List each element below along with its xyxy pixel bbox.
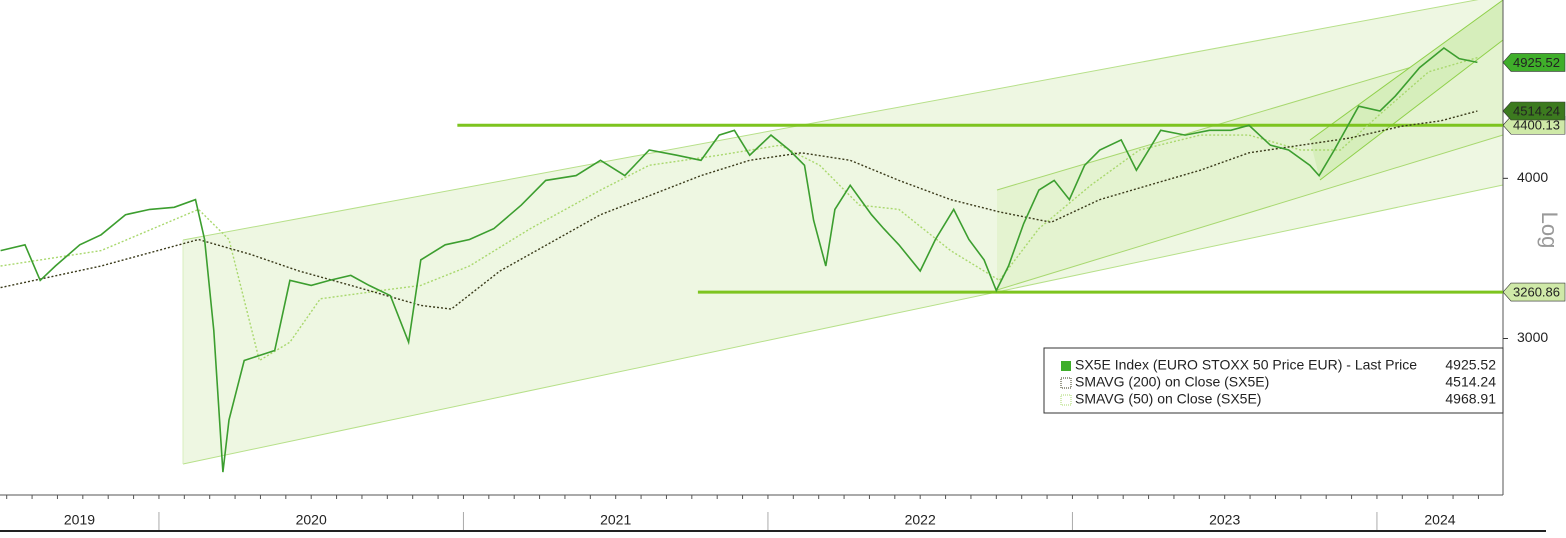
channel-line: [1319, 39, 1504, 181]
legend-label: SMAVG (50) on Close (SX5E): [1075, 391, 1261, 407]
legend-value: 4925.52: [1445, 357, 1496, 373]
price-tag: 4514.24: [1502, 101, 1566, 121]
y-axis-label: Log: [1537, 212, 1562, 249]
price-tag-box: [1502, 53, 1566, 72]
legend-box: [1043, 347, 1504, 414]
legend-swatch: [1060, 394, 1072, 406]
price-tag-label: 3260.86: [1513, 285, 1560, 300]
x-tick-label: 2020: [296, 512, 327, 528]
channel-line: [182, 0, 1479, 241]
price-tag-box: [1502, 101, 1566, 121]
x-tick-label: 2022: [905, 512, 936, 528]
legend-swatch: [1060, 377, 1072, 389]
x-tick-label: 2019: [64, 512, 95, 528]
trend-channels: [182, 0, 1504, 465]
channel-line: [996, 134, 1504, 291]
y-tick-label: 3000: [1517, 329, 1548, 345]
price-tag-label: 4925.52: [1513, 55, 1560, 70]
price-tag: 4925.52: [1502, 53, 1566, 72]
channel-line: [182, 184, 1504, 465]
x-tick-label: 2024: [1424, 512, 1455, 528]
legend: SX5E Index (EURO STOXX 50 Price EUR) - L…: [1043, 347, 1504, 414]
legend-value: 4968.91: [1445, 391, 1496, 407]
price-tag: 3260.86: [1502, 282, 1566, 302]
legend-swatch: [1061, 361, 1071, 371]
x-tick-label: 2023: [1209, 512, 1240, 528]
legend-label: SMAVG (200) on Close (SX5E): [1075, 374, 1269, 390]
legend-label: SX5E Index (EURO STOXX 50 Price EUR) - L…: [1075, 357, 1417, 373]
series-line: [0, 56, 1478, 362]
price-tag: 4400.13: [1502, 115, 1566, 135]
legend-value: 4514.24: [1445, 374, 1496, 390]
y-tick-label: 4000: [1517, 169, 1548, 185]
x-tick-label: 2021: [600, 512, 631, 528]
channel-line: [1309, 0, 1504, 141]
price-tag-box: [1502, 282, 1566, 302]
channel-fill: [183, 0, 1503, 464]
price-tag-label: 4400.13: [1513, 118, 1560, 133]
price-tag-label: 4514.24: [1513, 103, 1560, 118]
series-line: [0, 47, 1478, 473]
channel-fill: [1310, 0, 1503, 180]
